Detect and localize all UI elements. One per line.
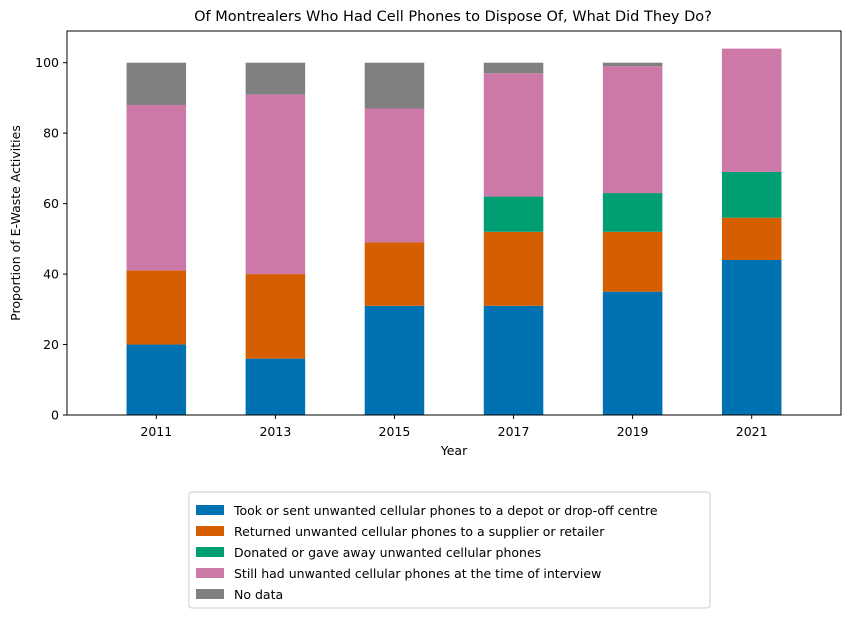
bar-2017-series-4 [483,62,544,74]
x-tick-label: 2015 [379,424,411,439]
plot-frame [66,30,842,416]
bar-2019-series-3 [602,66,663,194]
bar-2011-series-3 [126,104,187,271]
x-axis: 2011 2013 2015 2017 2019 2021 [140,415,768,439]
x-tick-label: 2021 [736,424,768,439]
bar-2019-series-1 [602,231,663,292]
y-axis-label: Proportion of E-Waste Activities [8,125,23,321]
legend-swatch-4 [196,589,224,599]
bar-2017-series-2 [483,196,544,232]
bar-2019-series-4 [602,62,663,67]
bar-2011-series-0 [126,344,187,415]
bar-2015-series-4 [364,62,425,109]
bar-2021-series-1 [721,217,782,260]
bar-2013-series-4 [245,62,306,95]
bar-2013-series-0 [245,358,306,415]
legend-swatch-0 [196,505,224,515]
legend-swatch-2 [196,547,224,557]
legend-swatch-3 [196,568,224,578]
bar-2015-series-3 [364,108,425,243]
y-tick-label: 0 [51,408,59,423]
bar-2013-series-3 [245,94,306,275]
bar-2021-series-3 [721,48,782,172]
y-tick-label: 80 [43,126,59,141]
bars-group [126,48,782,415]
y-tick-label: 100 [35,55,59,70]
bar-2013-series-1 [245,274,306,359]
x-tick-label: 2019 [617,424,649,439]
legend-box [188,491,711,609]
legend-label-2: Donated or gave away unwanted cellular p… [234,545,541,560]
y-tick-label: 20 [43,337,59,352]
x-axis-label: Year [440,443,468,458]
bar-2021-series-2 [721,171,782,218]
bar-2015-series-1 [364,242,425,306]
bar-2017-series-1 [483,231,544,306]
legend-label-4: No data [234,587,283,602]
bar-2017-series-3 [483,73,544,197]
chart-title: Of Montrealers Who Had Cell Phones to Di… [194,9,712,25]
bar-2019-series-2 [602,193,663,232]
bar-2011-series-1 [126,270,187,345]
legend-label-1: Returned unwanted cellular phones to a s… [234,524,605,539]
bar-2021-series-0 [721,259,782,415]
bar-2011-series-4 [126,62,187,105]
x-tick-label: 2017 [498,424,530,439]
bar-2019-series-0 [602,291,663,415]
y-axis: 0 20 40 60 80 100 [35,55,67,423]
legend: Took or sent unwanted cellular phones to… [188,491,711,609]
bar-2017-series-0 [483,305,544,415]
y-tick-label: 60 [43,196,59,211]
legend-swatch-1 [196,526,224,536]
bar-2015-series-0 [364,305,425,415]
y-tick-label: 40 [43,267,59,282]
legend-label-0: Took or sent unwanted cellular phones to… [233,503,658,518]
legend-label-3: Still had unwanted cellular phones at th… [234,566,601,581]
x-tick-label: 2011 [140,424,172,439]
x-tick-label: 2013 [259,424,291,439]
